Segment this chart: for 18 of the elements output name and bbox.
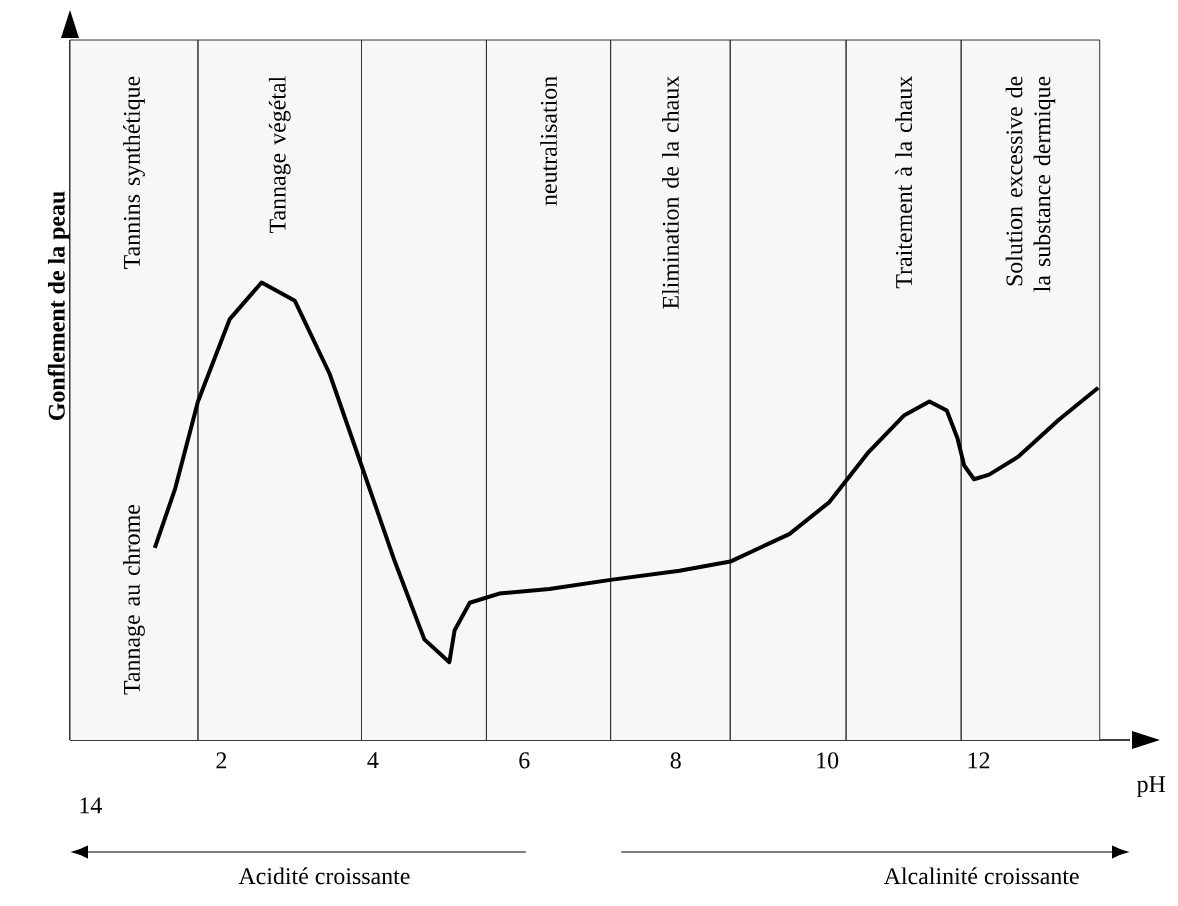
x-tick-label: 2: [216, 752, 227, 769]
band-label: Traitement à la chaux: [895, 76, 913, 289]
band-label: Tannage au chrome: [123, 505, 145, 695]
x-tick-label: 8: [670, 752, 681, 769]
band-label: neutralisation: [540, 76, 557, 206]
band-label: Tannage végétal: [268, 76, 291, 234]
band-label: Elimination de la chaux: [662, 76, 679, 309]
text: 14: [80, 797, 102, 814]
x-axis-title: pH: [1136, 776, 1166, 798]
x-tick-label: 6: [519, 752, 530, 769]
x-tick-label: 4: [367, 752, 379, 769]
text: Tannins synthétique: [123, 76, 145, 269]
x-tick-label: 12: [968, 752, 990, 769]
text: Alcalinité croissante: [883, 867, 1079, 885]
band-label: Solution excessive de la substance dermique: [1005, 76, 1056, 292]
y-axis-title: Gonflement de la peau: [47, 191, 70, 421]
x-tick-label: 10: [817, 752, 839, 769]
text: Acidité croissante: [238, 867, 410, 885]
